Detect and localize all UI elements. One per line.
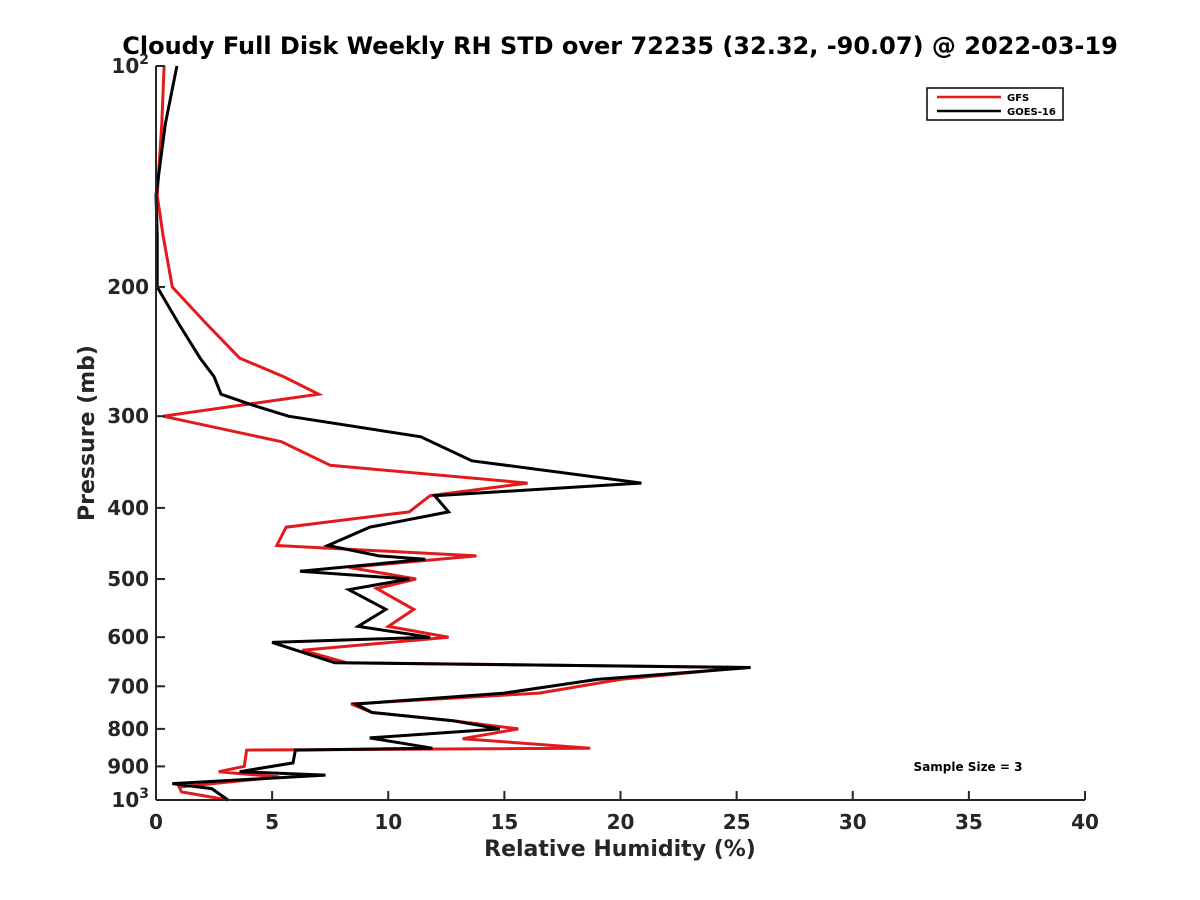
y-tick-label-power: 102 <box>111 52 149 78</box>
x-tick-label: 40 <box>1071 810 1099 834</box>
x-tick-label: 5 <box>265 810 279 834</box>
chart-title: Cloudy Full Disk Weekly RH STD over 7223… <box>122 32 1118 60</box>
x-tick-label: 30 <box>839 810 867 834</box>
x-tick-label: 10 <box>374 810 402 834</box>
x-tick-label: 15 <box>490 810 518 834</box>
y-tick-label: 900 <box>107 754 149 778</box>
y-tick-label-power: 103 <box>111 786 149 812</box>
y-tick-label: 500 <box>107 567 149 591</box>
y-tick-label: 600 <box>107 625 149 649</box>
legend: GFS GOES-16 <box>926 87 1064 121</box>
x-tick-label: 35 <box>955 810 983 834</box>
series-layer <box>154 65 751 802</box>
y-tick-label: 300 <box>107 404 149 428</box>
y-tick-label: 700 <box>107 674 149 698</box>
x-axis-label: Relative Humidity (%) <box>484 837 756 862</box>
x-ticks: 0 5 10 15 20 25 30 35 40 <box>149 791 1099 834</box>
legend-box <box>926 87 1064 121</box>
y-ticks: 200 300 400 500 600 700 800 900 102 103 <box>107 52 165 812</box>
x-tick-label: 20 <box>607 810 635 834</box>
x-tick-label: 25 <box>723 810 751 834</box>
y-tick-label: 400 <box>107 496 149 520</box>
y-tick-label: 200 <box>107 275 149 299</box>
legend-label-gfs: GFS <box>1007 93 1029 104</box>
plot-area: 0 5 10 15 20 25 30 35 40 200 300 400 500 600 700 800 90… <box>107 52 1099 834</box>
series-line-goes16 <box>154 65 751 802</box>
x-tick-label: 0 <box>149 810 163 834</box>
y-axis-label: Pressure (mb) <box>75 345 100 521</box>
legend-label-goes16: GOES-16 <box>1007 107 1056 118</box>
sample-size-annotation: Sample Size = 3 <box>914 760 1023 774</box>
y-tick-label: 800 <box>107 717 149 741</box>
series-line-gfs <box>155 65 744 802</box>
